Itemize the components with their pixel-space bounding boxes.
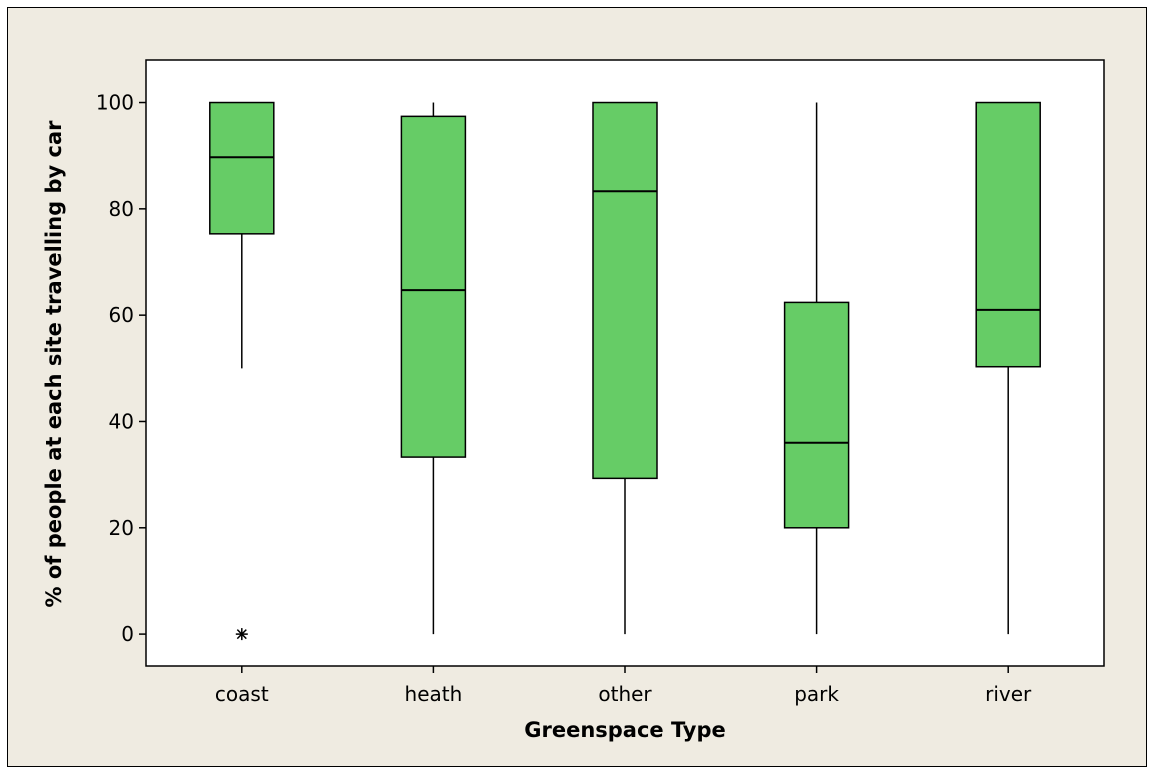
outlier-coast-0	[235, 628, 248, 641]
x-tick-label-park: park	[794, 682, 839, 706]
box-park	[783, 301, 850, 529]
y-tick-label-60: 60	[109, 303, 134, 327]
y-tick-label-100: 100	[96, 91, 134, 115]
y-tick-label-80: 80	[109, 197, 134, 221]
y-axis-title: % of people at each site travelling by c…	[42, 120, 66, 608]
y-tick-label-40: 40	[109, 409, 134, 433]
box-marks	[209, 101, 1041, 641]
box-other	[592, 101, 658, 480]
box-coast	[209, 101, 275, 235]
box-group-park	[783, 102, 850, 635]
x-tick-label-river: river	[985, 682, 1032, 706]
y-axis: 0 20 40 60 80 100	[96, 91, 146, 646]
x-tick-label-coast: coast	[215, 682, 269, 706]
y-tick-label-0: 0	[121, 622, 134, 646]
x-axis: coast heath other park river	[215, 666, 1032, 706]
box-group-heath	[400, 102, 467, 635]
box-group-other	[592, 101, 658, 635]
x-axis-title: Greenspace Type	[524, 718, 726, 742]
x-tick-label-heath: heath	[405, 682, 463, 706]
y-tick-label-20: 20	[109, 516, 134, 540]
box-group-coast	[209, 101, 275, 641]
box-heath	[400, 115, 467, 458]
box-river	[975, 101, 1041, 368]
outlier-stroke	[236, 629, 247, 640]
box-group-river	[975, 101, 1041, 635]
x-tick-label-other: other	[598, 682, 652, 706]
